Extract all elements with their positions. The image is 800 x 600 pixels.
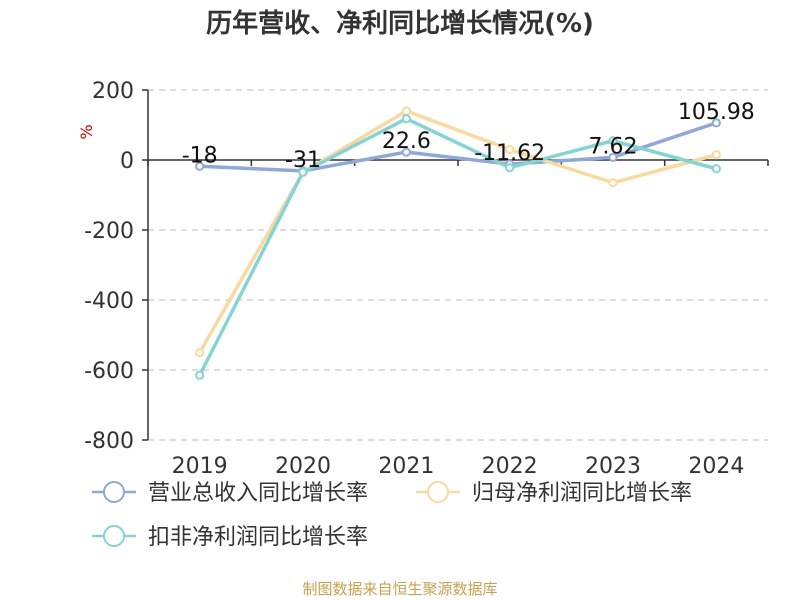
series-layer <box>195 106 721 380</box>
series-point-0[interactable] <box>711 118 721 128</box>
data-label: -11.62 <box>474 141 545 166</box>
series-point-0[interactable] <box>195 161 205 171</box>
data-label: -18 <box>182 143 218 168</box>
series-point-2[interactable] <box>711 164 721 174</box>
series-point-1[interactable] <box>711 150 721 160</box>
data-label: -31 <box>285 148 321 173</box>
series-point-1[interactable] <box>195 347 205 358</box>
legend-label: 扣非净利润同比增长率 <box>148 525 368 550</box>
series-point-0[interactable] <box>608 152 618 162</box>
series-line-0 <box>199 121 717 173</box>
x-tick-label: 2023 <box>585 454 641 479</box>
x-tick-label: 2022 <box>482 454 538 479</box>
series-point-2[interactable] <box>401 114 411 124</box>
legend-label: 营业总收入同比增长率 <box>148 481 368 506</box>
legend-swatch-marker <box>103 525 125 547</box>
series-point-1[interactable] <box>608 178 618 188</box>
data-labels: -18 -31 22.6 -11.62 7.62 105.98 <box>182 100 755 173</box>
y-tick-label: 0 <box>120 149 134 174</box>
data-label: 22.6 <box>382 129 431 154</box>
y-tick-label: -600 <box>84 359 134 384</box>
x-tick-label: 2019 <box>172 454 228 479</box>
data-label: 7.62 <box>589 134 638 159</box>
x-tick-label: 2021 <box>378 454 434 479</box>
y-tick-label: -200 <box>84 219 134 244</box>
legend-label: 归母净利润同比增长率 <box>472 481 692 506</box>
data-label: 105.98 <box>678 100 755 125</box>
grid <box>148 89 768 441</box>
x-tick-label: 2020 <box>275 454 331 479</box>
legend-item-2[interactable]: 扣非净利润同比增长率 <box>92 525 368 550</box>
series-point-2[interactable] <box>608 136 618 146</box>
series-point-1[interactable] <box>505 144 515 155</box>
y-tick-label: -400 <box>84 289 134 314</box>
series-point-0[interactable] <box>401 147 411 157</box>
source-note: 制图数据来自恒生聚源数据库 <box>302 580 497 598</box>
axes: 200 0 -200 -400 -600 -800 2019 2020 2021 2022 2023… <box>84 79 769 479</box>
legend-swatch-marker <box>427 481 449 503</box>
y-tick-label: -800 <box>84 429 134 454</box>
series-point-1[interactable] <box>401 106 411 116</box>
legend-item-0[interactable]: 营业总收入同比增长率 <box>92 481 368 506</box>
series-point-2[interactable] <box>298 167 308 177</box>
series-point-2[interactable] <box>505 163 515 173</box>
legend-item-1[interactable]: 归母净利润同比增长率 <box>416 481 692 506</box>
y-tick-label: 200 <box>92 79 134 104</box>
chart-title: 历年营收、净利同比增长情况(%) <box>206 8 594 39</box>
series-point-2[interactable] <box>195 370 205 380</box>
y-axis-unit: % <box>77 124 96 139</box>
series-line-2 <box>198 116 717 377</box>
legend-swatch-marker <box>103 481 125 503</box>
x-tick-label: 2024 <box>688 454 744 479</box>
